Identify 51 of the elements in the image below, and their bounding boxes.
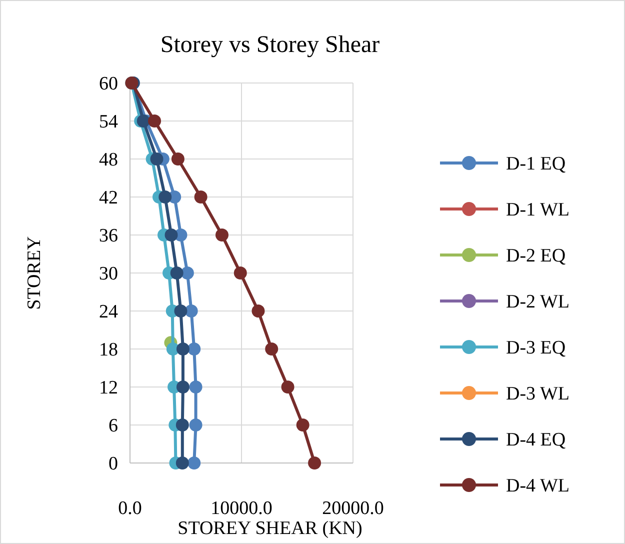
y-tick-label: 36 — [99, 226, 118, 247]
x-tick-label: 20000.0 — [322, 498, 384, 519]
point — [164, 228, 178, 242]
point — [215, 228, 228, 242]
legend-label: D-1 WL — [506, 200, 570, 221]
point — [176, 380, 190, 394]
y-tick-label: 48 — [99, 150, 118, 171]
point — [265, 342, 278, 356]
point — [150, 152, 164, 166]
point — [148, 114, 162, 128]
y-tick-label: 42 — [99, 188, 118, 209]
x-tick-label: 0.0 — [118, 498, 142, 519]
point — [189, 418, 202, 432]
point — [308, 456, 322, 470]
legend-label: D-1 EQ — [506, 154, 566, 175]
chart-title: Storey vs Storey Shear — [160, 32, 380, 58]
point — [189, 380, 202, 394]
point — [281, 380, 294, 394]
point — [184, 304, 198, 318]
x-axis-title: STOREY SHEAR (KN) — [178, 518, 362, 539]
point — [252, 304, 265, 318]
y-tick-label: 12 — [99, 378, 118, 399]
y-tick-label: 54 — [99, 112, 118, 133]
y-tick-label: 0 — [108, 454, 118, 475]
point — [176, 456, 189, 470]
x-tick-label: 10000.0 — [210, 498, 272, 519]
y-tick-label: 60 — [99, 74, 118, 95]
point — [174, 304, 188, 318]
y-axis-title: STOREY — [24, 236, 45, 310]
y-tick-label: 24 — [99, 302, 118, 323]
y-tick-label: 18 — [99, 340, 118, 361]
point — [176, 418, 189, 432]
point — [170, 266, 184, 280]
legend-label: D-4 EQ — [506, 430, 566, 451]
legend-label: D-2 EQ — [506, 246, 566, 267]
point — [188, 456, 201, 470]
point — [171, 152, 184, 166]
legend-label: D-2 WL — [506, 292, 570, 313]
point — [180, 266, 194, 280]
legend-label: D-3 WL — [506, 384, 570, 405]
point — [194, 190, 208, 204]
point — [188, 342, 201, 356]
point — [296, 418, 310, 432]
point — [176, 342, 190, 356]
y-tick-label: 30 — [99, 264, 118, 285]
legend-label: D-4 WL — [506, 476, 570, 497]
point — [136, 114, 150, 128]
point — [234, 266, 247, 280]
y-tick-label: 6 — [108, 416, 118, 437]
legend-label: D-3 EQ — [506, 338, 566, 359]
point — [158, 190, 172, 204]
